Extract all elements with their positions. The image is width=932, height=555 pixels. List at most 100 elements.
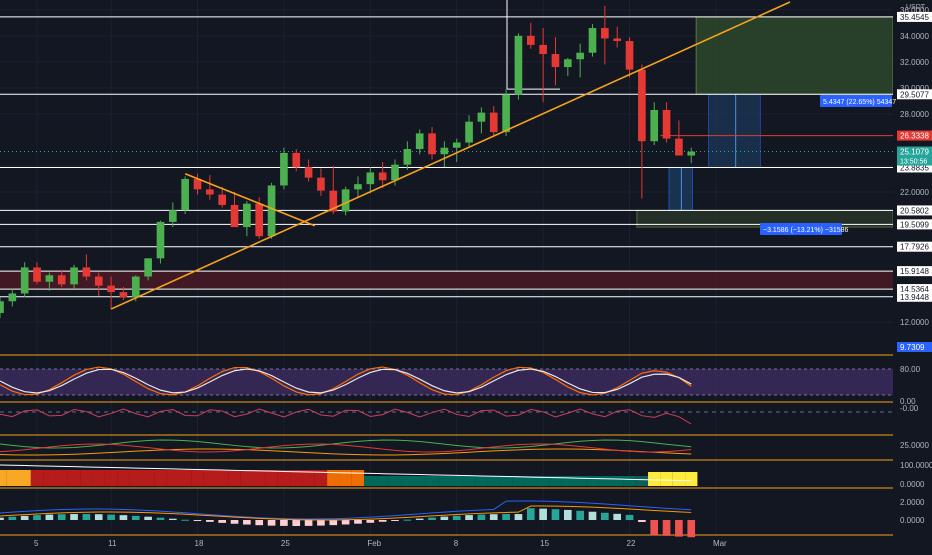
candle-body <box>341 189 350 212</box>
hist-block <box>30 470 44 486</box>
macd-bar <box>391 520 399 521</box>
hist-block <box>339 470 352 486</box>
macd-bar <box>638 520 646 522</box>
hist-block <box>623 476 636 486</box>
macd-bar <box>243 520 251 525</box>
hist-block <box>117 470 130 486</box>
price-tick-label: 22.0000 <box>900 188 929 197</box>
macd-bar <box>588 511 597 520</box>
level-label: 14.5364 <box>900 285 929 294</box>
hist-block <box>290 470 303 486</box>
hist-block <box>450 476 463 486</box>
candle-body <box>675 138 683 156</box>
level-label-bg <box>897 219 932 230</box>
x-tick-label: 18 <box>195 539 204 548</box>
candle-body <box>526 35 535 45</box>
candle-body <box>452 142 461 148</box>
resistance-zone <box>0 270 893 290</box>
candle-body <box>255 203 264 237</box>
candle-body <box>156 221 165 259</box>
price-tick-label: 36.0000 <box>900 6 929 15</box>
level-label: 15.9148 <box>900 267 929 276</box>
macd-bar <box>428 517 436 520</box>
x-tick-label: 5 <box>34 539 39 548</box>
macd-bar <box>415 518 424 520</box>
x-tick-label: 8 <box>454 539 459 548</box>
macd-bar <box>20 515 29 520</box>
candle-body <box>378 172 387 181</box>
macd-bar <box>687 520 696 538</box>
candle-body <box>57 275 66 285</box>
level-label-bg <box>897 162 932 173</box>
candle-body <box>539 44 547 55</box>
macd-bar <box>193 520 202 521</box>
macd-bar <box>33 515 41 520</box>
candle-body <box>304 167 313 178</box>
osc4-label: 100.0000 <box>900 461 932 470</box>
long-measure-box <box>708 93 761 169</box>
adx-line <box>0 448 692 456</box>
macd-bar <box>181 519 189 521</box>
hist-block <box>67 470 81 486</box>
macd-bar <box>144 516 152 520</box>
macd-bar <box>131 515 140 520</box>
candle-body <box>502 94 510 133</box>
macd-signal-line <box>0 505 692 521</box>
measure-short-bg <box>760 223 842 235</box>
macd-bar <box>45 514 54 520</box>
level-label-bg <box>897 284 932 295</box>
macd-bar <box>354 520 362 524</box>
candle-body <box>440 147 449 155</box>
candle-body <box>243 203 251 228</box>
candle-body <box>366 172 375 185</box>
price-tick-label: 34.0000 <box>900 32 929 41</box>
macd-bar <box>514 514 523 520</box>
hist-block <box>314 470 328 486</box>
trend-strength-line <box>0 464 692 482</box>
candle-body <box>613 38 622 42</box>
macd-bar <box>551 509 560 520</box>
x-tick-label: 15 <box>540 539 549 548</box>
stoch-k-line <box>0 368 692 394</box>
candle-body <box>45 275 54 282</box>
measure-long-bg <box>820 95 892 107</box>
osc5-label: 2.0000 <box>900 498 925 507</box>
macd-bar <box>366 520 375 523</box>
hist-block <box>327 470 340 486</box>
candle-body <box>489 112 498 133</box>
osc5-label: 0.0000 <box>900 516 925 525</box>
price-tick-label: 12.0000 <box>900 318 929 327</box>
candle-body <box>650 109 659 142</box>
macd-bar <box>218 520 227 523</box>
hist-block <box>240 470 254 486</box>
candle-body <box>144 258 152 277</box>
hist-block <box>104 470 118 486</box>
low-label: 9.7309 <box>900 343 925 352</box>
candle-body <box>280 152 288 186</box>
hist-block <box>401 476 414 486</box>
hist-block <box>586 476 599 486</box>
x-tick-label: Mar <box>713 539 727 548</box>
macd-bar <box>489 514 498 520</box>
macd-bar <box>82 514 91 520</box>
level-label: 17.7926 <box>900 243 929 252</box>
level-label-bg <box>897 291 932 302</box>
level-label-bg <box>897 205 932 216</box>
currency-label: USDT <box>906 4 926 11</box>
macd-bar <box>477 514 486 520</box>
hist-block <box>191 470 204 486</box>
candle-body <box>662 109 671 139</box>
macd-bar <box>662 520 671 536</box>
hist-block <box>166 470 179 486</box>
macd-bar <box>8 516 17 520</box>
macd-bar <box>539 508 547 520</box>
x-tick-label: 11 <box>108 539 117 548</box>
candle-body <box>576 52 584 60</box>
short-measure-box <box>668 167 693 211</box>
ascending-trendline <box>110 1 791 310</box>
candle-body <box>131 276 140 298</box>
candle-body <box>625 41 634 70</box>
candle-body <box>107 285 115 293</box>
